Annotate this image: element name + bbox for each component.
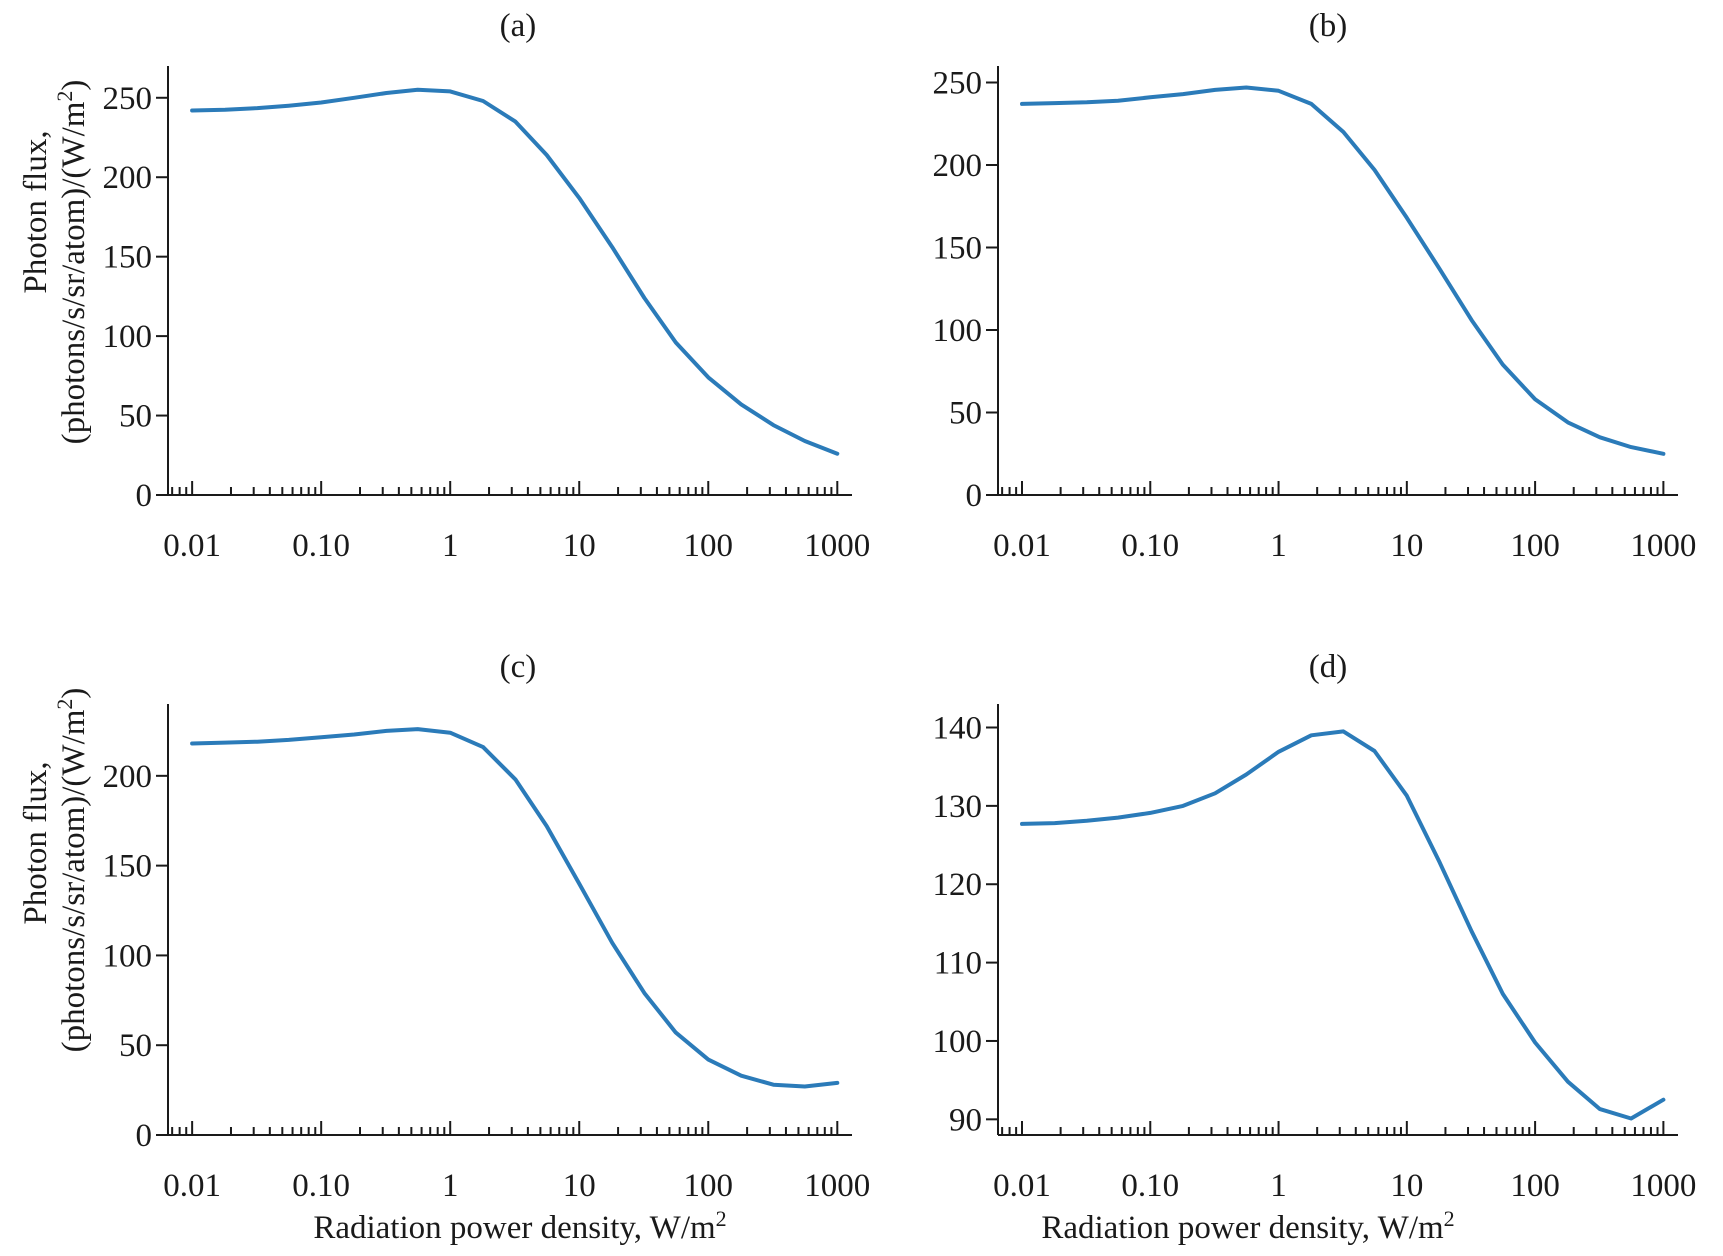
- series-line-c: [190, 727, 840, 1089]
- y-tick-label-a: 250: [103, 81, 153, 117]
- y-tick-label-b: 50: [949, 396, 982, 432]
- x-tick-label-c: 10: [563, 1168, 596, 1204]
- y-tick-label-b: 200: [933, 148, 983, 184]
- x-tick-label-b: 10: [1390, 528, 1423, 564]
- ylabel-top-line2-main: (photons/s/sr/atom)/(W/m: [56, 101, 92, 444]
- y-tick-label-a: 200: [103, 160, 153, 196]
- y-tick-label-d: 110: [934, 946, 982, 982]
- y-tick-label-d: 90: [949, 1102, 982, 1138]
- ylabel-bottom-end: ): [56, 688, 92, 699]
- xlabel-right-sup: 2: [1444, 1206, 1455, 1231]
- x-tick-label-a: 100: [684, 528, 734, 564]
- x-tick-label-d: 1: [1270, 1168, 1287, 1204]
- series-line-b: [1020, 85, 1666, 456]
- x-tick-label-c: 0.01: [163, 1168, 221, 1204]
- x-tick-label-b: 100: [1510, 528, 1560, 564]
- xlabel-left: Radiation power density, W/m2: [313, 1206, 726, 1247]
- panel-b: (b) 0 50 100 150 200 250 0.01 0.10 1 10 100 1000: [933, 8, 1697, 564]
- y-tick-label-c: 50: [119, 1028, 152, 1064]
- panel-title-d: (d): [1309, 649, 1347, 685]
- x-tick-label-d: 10: [1390, 1168, 1423, 1204]
- ylabel-top-sup: 2: [52, 91, 77, 102]
- panel-a: (a) 0 50 100 150 200 250 0.01 0.10 1 10 100 1000: [103, 8, 871, 564]
- x-tick-label-a: 0.01: [163, 528, 221, 564]
- x-tick-label-d: 100: [1510, 1168, 1560, 1204]
- x-tick-label-d: 0.10: [1121, 1168, 1179, 1204]
- series-line-d: [1020, 729, 1666, 1121]
- x-tick-label-b: 1: [1270, 528, 1287, 564]
- ylabel-bottom-line2: (photons/s/sr/atom)/(W/m2): [52, 688, 93, 1053]
- x-tick-label-d: 0.01: [993, 1168, 1051, 1204]
- x-tick-label-a: 10: [563, 528, 596, 564]
- y-tick-label-b: 250: [933, 66, 983, 102]
- x-tick-label-d: 1000: [1630, 1168, 1696, 1204]
- ylabel-top-line2: (photons/s/sr/atom)/(W/m2): [52, 80, 93, 445]
- x-tick-label-a: 0.10: [292, 528, 350, 564]
- x-tick-label-b: 0.10: [1121, 528, 1179, 564]
- panel-title-b: (b): [1309, 8, 1347, 44]
- panel-c: (c) 0 50 100 150 200 0.01 0.10 1 10 100 1000: [103, 649, 871, 1204]
- xlabel-left-sup: 2: [716, 1206, 727, 1231]
- y-tick-label-d: 100: [933, 1024, 983, 1060]
- y-tick-label-c: 150: [103, 849, 153, 885]
- x-tick-label-c: 100: [684, 1168, 734, 1204]
- x-tick-label-c: 1000: [804, 1168, 870, 1204]
- xlabel-right: Radiation power density, W/m2: [1041, 1206, 1454, 1247]
- ylabel-top-line1: Photon flux,: [18, 130, 54, 293]
- y-tick-label-d: 130: [933, 789, 983, 825]
- y-tick-label-d: 140: [933, 711, 983, 747]
- y-tick-label-a: 100: [103, 319, 153, 355]
- ylabel-top-end: ): [56, 80, 92, 91]
- y-tick-label-b: 0: [966, 478, 983, 514]
- y-tick-label-c: 100: [103, 938, 153, 974]
- y-tick-label-d: 120: [933, 867, 983, 903]
- y-tick-label-a: 150: [103, 240, 153, 276]
- x-tick-label-b: 0.01: [993, 528, 1051, 564]
- y-tick-label-b: 150: [933, 231, 983, 267]
- panel-title-a: (a): [500, 8, 537, 44]
- x-tick-label-a: 1: [442, 528, 459, 564]
- panel-title-c: (c): [500, 649, 537, 685]
- y-tick-label-a: 0: [136, 478, 153, 514]
- x-tick-label-b: 1000: [1630, 528, 1696, 564]
- ylabel-bottom-sup: 2: [52, 699, 77, 710]
- series-line-a: [190, 87, 840, 456]
- x-tick-label-a: 1000: [804, 528, 870, 564]
- x-tick-label-c: 0.10: [292, 1168, 350, 1204]
- x-tick-label-c: 1: [442, 1168, 459, 1204]
- ylabel-bottom-line2-main: (photons/s/sr/atom)/(W/m: [56, 709, 92, 1052]
- ylabel-bottom-line1: Photon flux,: [18, 761, 54, 924]
- xlabel-left-main: Radiation power density, W/m: [313, 1210, 716, 1246]
- xlabel-right-main: Radiation power density, W/m: [1041, 1210, 1444, 1246]
- y-tick-label-c: 0: [136, 1118, 153, 1154]
- y-tick-label-a: 50: [119, 399, 152, 435]
- y-tick-label-b: 100: [933, 313, 983, 349]
- y-tick-label-c: 200: [103, 759, 153, 795]
